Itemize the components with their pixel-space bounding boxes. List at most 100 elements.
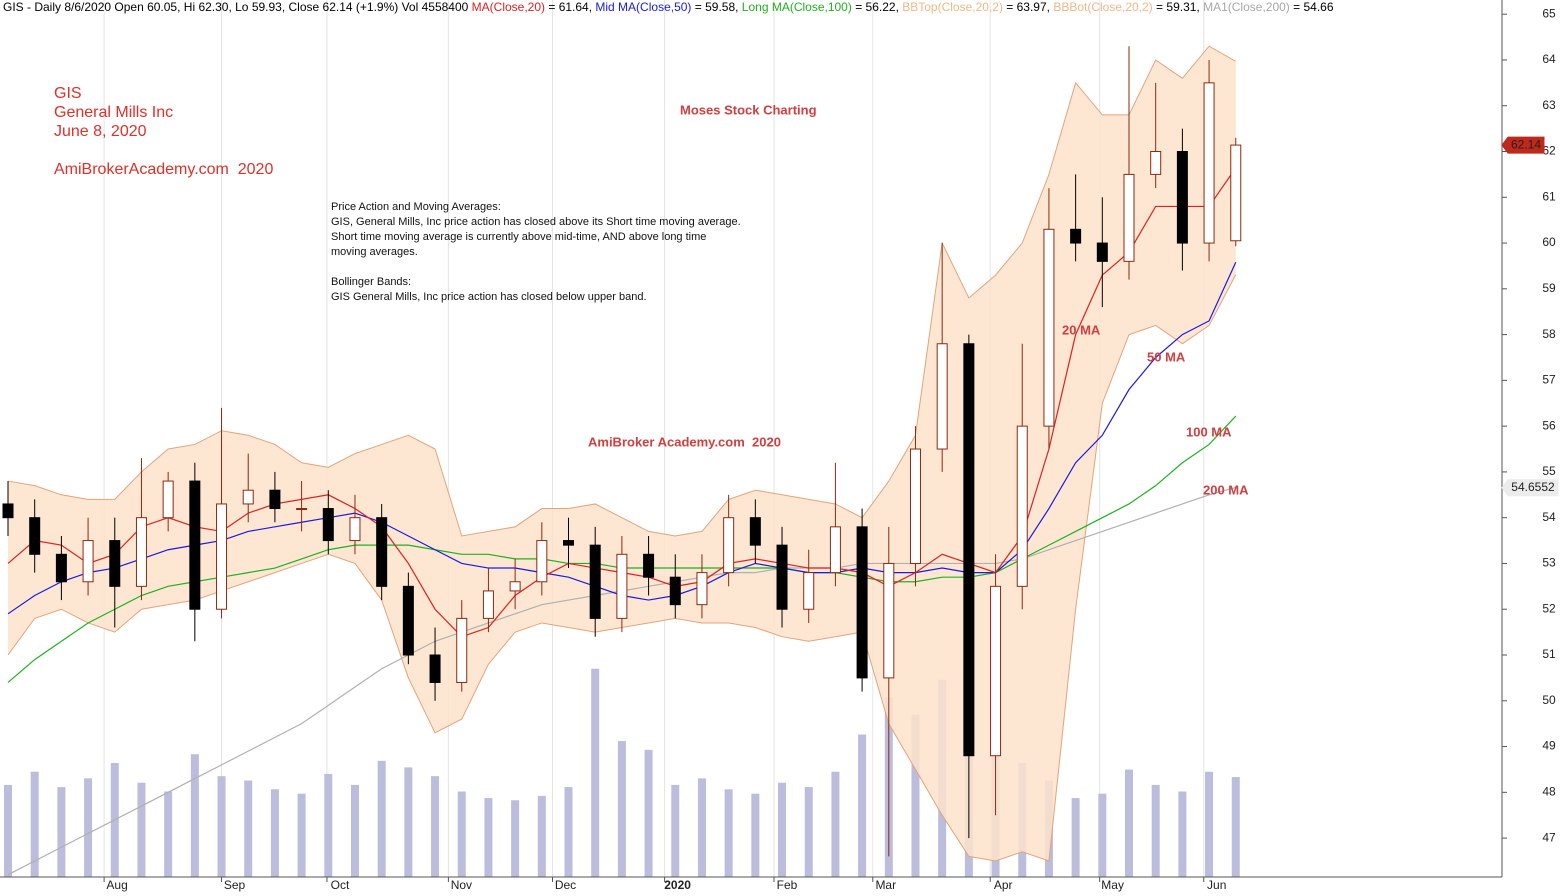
x-tick-label: Oct [331,878,350,892]
volume-bar [297,793,306,877]
candle-body [723,517,735,574]
volume-bar [164,791,173,877]
volume-bar [57,787,66,877]
candle-body [963,343,975,757]
title-line: General Mills Inc [54,104,173,121]
candle-body [109,540,121,587]
annotation: 100 MA [1186,424,1232,439]
title-line: June 8, 2020 [54,123,147,140]
commentary-line: Short time moving average is currently a… [331,231,706,243]
candle-body [29,517,41,555]
annotation: 50 MA [1147,349,1186,364]
bollinger-band [8,46,1236,861]
candle-body [616,553,628,619]
x-tick-label: Nov [451,878,472,892]
y-tick-label: 54 [1542,510,1556,524]
volume-bar [564,787,573,877]
candle-body [1123,173,1135,262]
candle-body [135,517,147,587]
y-tick-label: 64 [1542,52,1556,66]
commentary-line: moving averages. [331,246,418,258]
volume-bar [1071,798,1080,877]
y-tick-label: 61 [1542,189,1556,203]
volume-bar [751,793,760,877]
volume-bar [457,791,466,877]
candle-body [1043,228,1055,427]
candle-body [1016,425,1028,587]
last-price-label: 62.14 [1511,137,1541,151]
ma200-label: 54.6552 [1511,480,1555,494]
candle-body [402,585,414,656]
candle-body [242,489,254,505]
candle-body [322,508,334,542]
y-tick-label: 63 [1542,98,1556,112]
volume-bar [724,789,733,877]
candle-body [936,343,948,450]
volume-bar [537,795,546,877]
candle-body [1230,144,1242,242]
candle-body [856,526,868,679]
volume-bar [804,787,813,877]
candle-body [749,517,761,546]
y-tick-label: 62 [1542,144,1556,158]
candle-body [456,617,468,683]
x-tick-label: Dec [555,878,576,892]
volume-bar [778,782,787,877]
volume-bar [4,784,13,877]
commentary-line: Bollinger Bands: [331,276,411,288]
y-tick-label: 51 [1542,647,1556,661]
volume-bar [270,789,279,877]
y-tick-label: 59 [1542,281,1556,295]
y-tick-label: 50 [1542,693,1556,707]
volume-bar [84,778,93,877]
volume-bar [1231,777,1240,877]
volume-bar [1098,793,1107,877]
volume-bar [431,776,440,877]
header-part: = 61.64, [545,0,595,14]
header-part: BBTop(Close,20,2) [902,0,1003,14]
y-tick-label: 56 [1542,418,1556,432]
candle-body [1176,151,1188,244]
candle-body [216,503,228,610]
x-tick-label: Jun [1207,878,1226,892]
x-tick-label: Aug [106,878,127,892]
volume-bar [697,778,706,877]
volume-bar [1151,784,1160,877]
candle-body [589,544,601,619]
watermark: Moses Stock Charting [680,102,817,117]
volume-bar [137,782,146,877]
candle-body [162,480,174,519]
x-tick-label: Mar [875,878,896,892]
volume-bar [911,714,920,877]
header-part: MA1(Close,200) [1203,0,1290,14]
annotation: AmiBroker Academy.com 2020 [588,434,781,449]
candle-body [82,540,94,583]
candle-body [909,448,921,564]
header-part: = 56.22, [852,0,902,14]
volume-bar [671,784,680,877]
ma200-label-box [1501,479,1559,497]
candle-body [296,508,308,511]
candle-body [696,572,708,606]
chart-header: GIS - Daily 8/6/2020 Open 60.05, Hi 62.3… [3,0,1334,14]
x-tick-label: Apr [994,878,1013,892]
header-part: BBBot(Close,20,2) [1053,0,1152,14]
x-tick-label: May [1101,878,1124,892]
candle-body [2,503,14,519]
header-part: MA(Close,20) [472,0,545,14]
volume-bar [377,760,386,877]
candle-body [1070,228,1082,244]
volume-bar [30,771,39,877]
y-tick-label: 48 [1542,784,1556,798]
commentary-line: GIS General Mills, Inc price action has … [331,291,647,303]
y-tick-label: 60 [1542,235,1556,249]
volume-bar [1178,791,1187,877]
volume-bar [244,780,253,877]
y-tick-label: 65 [1542,6,1556,20]
last-price-label-box [1501,136,1545,154]
volume-bar [1205,771,1214,877]
bollinger-top [7,45,1237,537]
volume-bar [831,771,840,877]
candle-body [669,576,681,606]
x-tick-label: Sep [224,878,246,892]
